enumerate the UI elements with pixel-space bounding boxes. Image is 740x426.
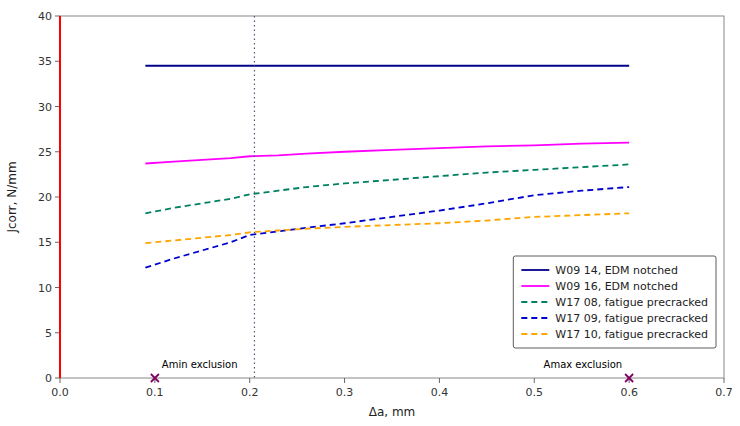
legend-label: W17 10, fatigue precracked	[555, 328, 708, 341]
legend-label: W17 08, fatigue precracked	[555, 296, 708, 309]
y-tick-label: 30	[38, 101, 52, 114]
legend-swatch	[521, 269, 549, 271]
annotation-marker	[151, 374, 159, 382]
legend-swatch	[521, 317, 549, 319]
chart: 0.0 0.1 0.2 0.3 0.4 0.5 0.6 0.7 0 5 10 15 20 25 30 35 40…	[0, 0, 740, 426]
x-tick-label: 0.6	[620, 386, 638, 399]
series-line	[145, 187, 629, 268]
plot-frame	[60, 16, 724, 378]
axes: 0.0 0.1 0.2 0.3 0.4 0.5 0.6 0.7 0 5 10 15 20 25 30 35 40	[38, 10, 733, 399]
y-tick-label: 40	[38, 10, 52, 23]
x-axis-label: Δa, mm	[369, 405, 416, 419]
y-tick-label: 0	[45, 372, 52, 385]
x-tick	[60, 378, 61, 383]
legend-label: W17 09, fatigue precracked	[555, 312, 708, 325]
annotation-marker	[625, 374, 633, 382]
x-tick	[344, 378, 345, 383]
x-tick-label: 0.7	[715, 386, 733, 399]
y-tick-label: 35	[38, 55, 52, 68]
x-tick-label: 0.0	[51, 386, 69, 399]
legend-swatch	[521, 285, 549, 287]
series-line	[145, 143, 629, 164]
legend-frame	[513, 256, 716, 348]
x-tick-label: 0.5	[526, 386, 544, 399]
series-line	[145, 164, 629, 213]
vertical-line	[254, 16, 255, 378]
y-tick-label: 25	[38, 146, 52, 159]
y-axis-label: Jcorr, N/mm	[5, 161, 19, 233]
series-group	[145, 66, 629, 268]
y-tick-label: 20	[38, 191, 52, 204]
series-line	[145, 213, 629, 243]
x-tick-label: 0.2	[241, 386, 259, 399]
legend-swatch	[521, 333, 549, 335]
series-line	[145, 65, 629, 67]
y-tick-label: 5	[45, 327, 52, 340]
legend-label: W09 14, EDM notched	[555, 264, 678, 277]
x-tick	[724, 378, 725, 383]
x-tick	[534, 378, 535, 383]
x-tick-label: 0.3	[336, 386, 354, 399]
annotation-label: Amin exclusion	[162, 359, 238, 370]
y-tick-label: 15	[38, 236, 52, 249]
x-tick	[439, 378, 440, 383]
x-tick-label: 0.1	[146, 386, 164, 399]
legend-swatch	[521, 301, 549, 303]
y-tick-label: 10	[38, 282, 52, 295]
legend: W09 14, EDM notched W09 16, EDM notched W1…	[513, 256, 716, 348]
legend-label: W09 16, EDM notched	[555, 280, 678, 293]
annotation-label: Amax exclusion	[544, 359, 623, 370]
x-tick-label: 0.4	[431, 386, 449, 399]
x-tick	[249, 378, 250, 383]
vertical-line	[59, 16, 61, 378]
